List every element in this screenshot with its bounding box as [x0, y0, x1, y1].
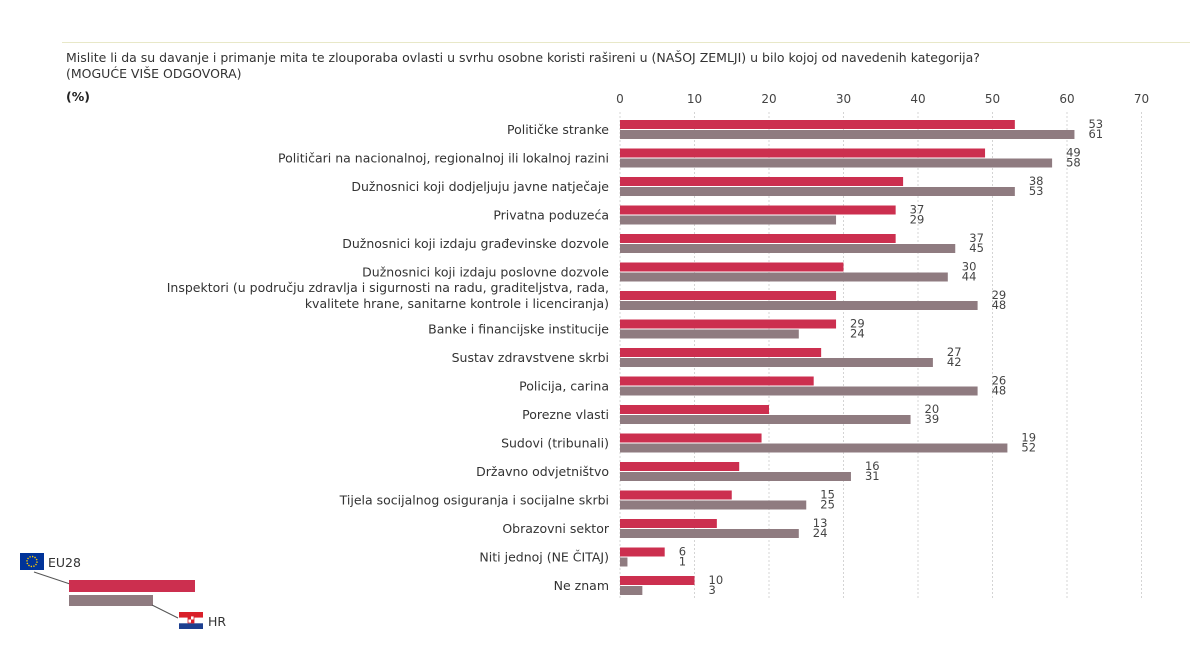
category-label: Dužnosnici koji izdaju građevinske dozvo… — [342, 236, 609, 251]
category-label: Inspektori (u području zdravlja i sigurn… — [167, 280, 609, 295]
category-label: Banke i financijske institucije — [428, 322, 609, 337]
bar-eu28 — [620, 462, 740, 471]
category-label: Ne znam — [554, 578, 609, 593]
category-label: Porezne vlasti — [522, 407, 609, 422]
bar-eu28 — [620, 319, 837, 329]
bar-eu28 — [620, 348, 822, 357]
bar-eu28 — [620, 405, 769, 414]
x-tick-label: 50 — [985, 92, 1000, 106]
value-label-eu28: 38 — [1029, 174, 1044, 188]
value-label-eu28: 26 — [992, 374, 1007, 388]
bar-hr — [620, 557, 628, 567]
value-label-hr: 42 — [947, 355, 962, 369]
value-label-hr: 45 — [969, 241, 984, 255]
value-label-eu28: 30 — [962, 260, 977, 274]
category-label: Sustav zdravstvene skrbi — [452, 350, 609, 365]
x-tick-label: 0 — [616, 92, 624, 106]
value-label-eu28: 49 — [1066, 146, 1081, 160]
bar-hr — [620, 244, 956, 253]
value-label-eu28: 15 — [820, 488, 835, 502]
bar-hr — [620, 386, 978, 396]
value-label-hr: 3 — [709, 583, 716, 597]
bar-hr — [620, 215, 837, 225]
value-label-eu28: 13 — [813, 516, 828, 530]
category-label: kvalitete hrane, sanitarne kontrole i li… — [305, 296, 609, 311]
x-tick-label: 70 — [1134, 92, 1149, 106]
bar-hr — [620, 415, 911, 424]
category-label: Političke stranke — [507, 122, 609, 137]
x-tick-label: 60 — [1059, 92, 1074, 106]
bar-hr — [620, 586, 643, 595]
value-label-eu28: 27 — [947, 345, 962, 359]
bar-hr — [620, 529, 799, 538]
bar-hr — [620, 500, 807, 510]
category-label: Državno odvjetništvo — [476, 464, 609, 479]
top-rule — [62, 42, 1190, 43]
category-label: Privatna poduzeća — [493, 208, 609, 223]
category-label: Niti jednoj (NE ČITAJ) — [479, 550, 609, 565]
bar-eu28 — [620, 291, 837, 300]
bar-eu28 — [620, 547, 665, 557]
category-label: Dužnosnici koji izdaju poslovne dozvole — [362, 265, 609, 280]
value-label-hr: 24 — [813, 526, 828, 540]
bar-hr — [620, 187, 1015, 196]
bar-hr — [620, 329, 799, 339]
x-tick-label: 30 — [836, 92, 851, 106]
value-label-eu28: 6 — [679, 545, 686, 559]
value-label-hr: 39 — [925, 412, 940, 426]
chart-question: Mislite li da su davanje i primanje mita… — [66, 50, 980, 65]
value-label-hr: 25 — [820, 498, 835, 512]
bar-eu28 — [620, 205, 896, 215]
value-label-hr: 53 — [1029, 184, 1044, 198]
bar-eu28 — [620, 376, 814, 386]
value-label-eu28: 19 — [1021, 431, 1036, 445]
value-label-hr: 48 — [992, 298, 1007, 312]
value-label-hr: 58 — [1066, 156, 1081, 170]
bar-eu28 — [620, 262, 844, 272]
value-label-eu28: 16 — [865, 459, 880, 473]
value-label-eu28: 29 — [850, 317, 865, 331]
value-label-hr: 48 — [992, 384, 1007, 398]
bar-eu28 — [620, 576, 695, 585]
bar-hr — [620, 301, 978, 310]
category-label: Dužnosnici koji dodjeljuju javne natječa… — [351, 179, 609, 194]
value-label-hr: 61 — [1088, 127, 1103, 141]
value-label-eu28: 10 — [709, 573, 724, 587]
bar-hr — [620, 130, 1075, 139]
bar-eu28 — [620, 234, 896, 243]
bar-hr — [620, 358, 933, 367]
bar-hr — [620, 443, 1008, 453]
value-label-eu28: 37 — [969, 231, 984, 245]
bar-hr — [620, 158, 1053, 168]
bar-hr — [620, 272, 948, 282]
bar-eu28 — [620, 490, 732, 500]
x-tick-label: 10 — [687, 92, 702, 106]
x-tick-label: 40 — [910, 92, 925, 106]
unit-label: (%) — [66, 89, 90, 104]
category-label: Policija, carina — [519, 379, 609, 394]
bar-eu28 — [620, 148, 986, 158]
value-label-hr: 44 — [962, 270, 977, 284]
value-label-eu28: 29 — [992, 288, 1007, 302]
value-label-hr: 31 — [865, 469, 880, 483]
bar-hr — [620, 472, 851, 481]
category-label: Tijela socijalnog osiguranja i socijalne… — [339, 493, 609, 508]
value-label-eu28: 20 — [925, 402, 940, 416]
category-label: Političari na nacionalnoj, regionalnoj i… — [278, 151, 609, 166]
value-label-hr: 29 — [910, 213, 925, 227]
value-label-hr: 1 — [679, 555, 686, 569]
bar-eu28 — [620, 120, 1015, 129]
category-label: Obrazovni sektor — [502, 521, 610, 536]
category-label: Sudovi (tribunali) — [501, 436, 609, 451]
value-label-eu28: 37 — [910, 203, 925, 217]
bar-eu28 — [620, 177, 904, 186]
bar-eu28 — [620, 519, 717, 528]
x-tick-label: 20 — [761, 92, 776, 106]
bar-eu28 — [620, 433, 762, 443]
value-label-hr: 24 — [850, 327, 865, 341]
value-label-hr: 52 — [1021, 441, 1036, 455]
chart-note: (MOGUĆE VIŠE ODGOVORA) — [66, 66, 242, 81]
value-label-eu28: 53 — [1088, 117, 1103, 131]
